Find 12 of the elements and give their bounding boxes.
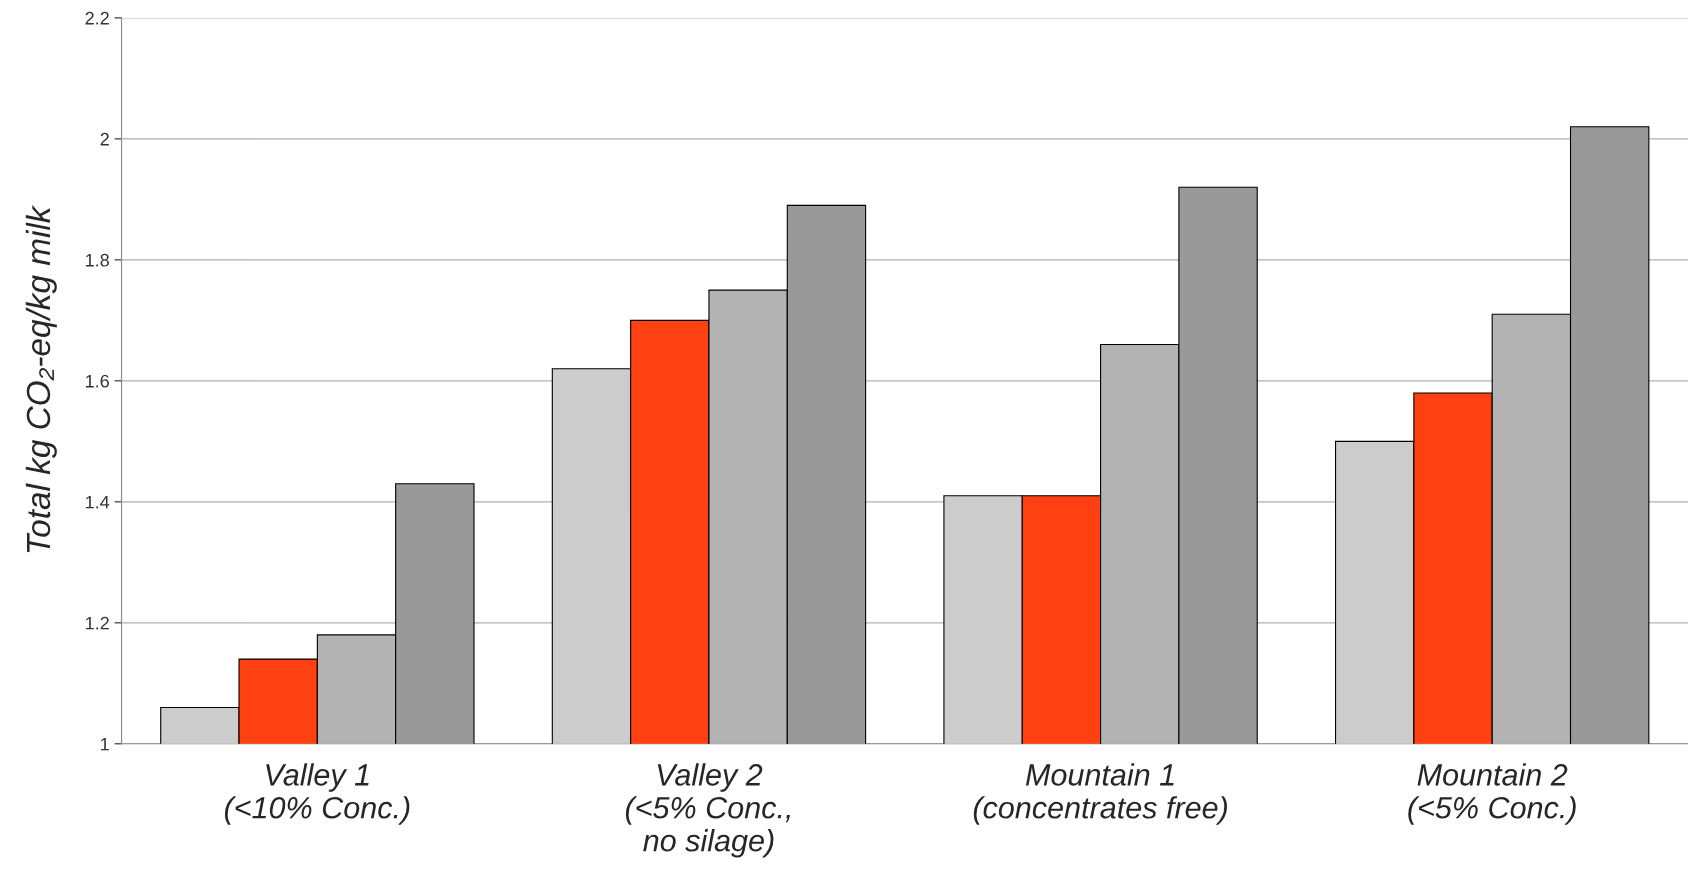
y-tick-label: 1.2: [86, 616, 109, 630]
y-tick-label: 1.6: [86, 374, 109, 388]
y-tick-label: 2.2: [85, 11, 109, 25]
x-tick-label: Valley 2 (<5% Conc., no silage): [625, 763, 790, 858]
x-tick-label: Mountain 2 (<5% Conc.): [1408, 763, 1576, 825]
y-tick-label: 1.4: [86, 495, 110, 509]
x-tick-label: Mountain 1 (concentrates free): [973, 763, 1227, 825]
x-tick-label: Valley 1 (<10% Conc.): [224, 763, 410, 825]
y-tick-label: 1.8: [86, 253, 109, 267]
y-tick-label: 2: [100, 132, 109, 146]
y-axis-title: Total kg CO₂-eq/kg milk: [25, 205, 57, 553]
y-tick-label: 1: [101, 737, 109, 751]
